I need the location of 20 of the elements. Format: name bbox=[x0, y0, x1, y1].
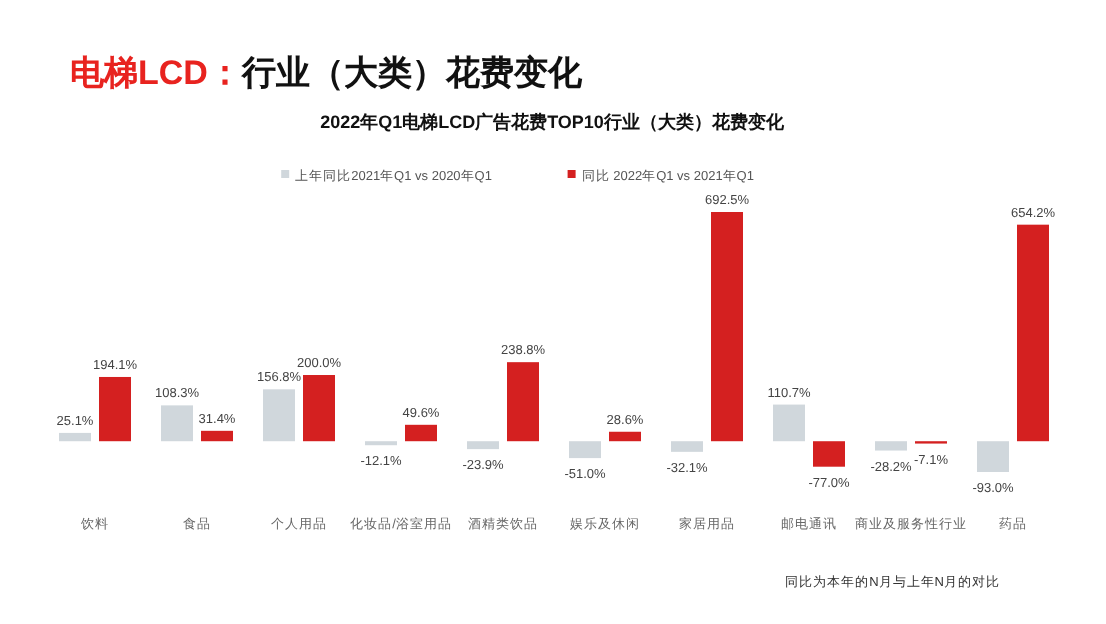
bar bbox=[711, 212, 743, 442]
bar bbox=[977, 441, 1009, 472]
title: 电梯LCD：行业（大类）花费变化 bbox=[70, 54, 582, 92]
bar bbox=[671, 441, 703, 452]
bar bbox=[875, 441, 907, 451]
bar bbox=[507, 362, 539, 442]
bar bbox=[467, 441, 499, 450]
bar bbox=[1017, 224, 1049, 442]
bar bbox=[303, 375, 335, 442]
bar bbox=[161, 405, 193, 442]
bar bbox=[201, 430, 233, 442]
bar bbox=[99, 376, 131, 442]
chart-subtitle: 2022年Q1电梯LCD广告花费TOP10行业（大类）花费变化 bbox=[320, 112, 786, 132]
bar bbox=[569, 441, 601, 459]
bar bbox=[609, 431, 641, 442]
bar bbox=[773, 404, 805, 442]
bar bbox=[813, 441, 845, 467]
bar bbox=[405, 424, 437, 442]
bar bbox=[59, 432, 91, 442]
bar bbox=[263, 389, 295, 442]
